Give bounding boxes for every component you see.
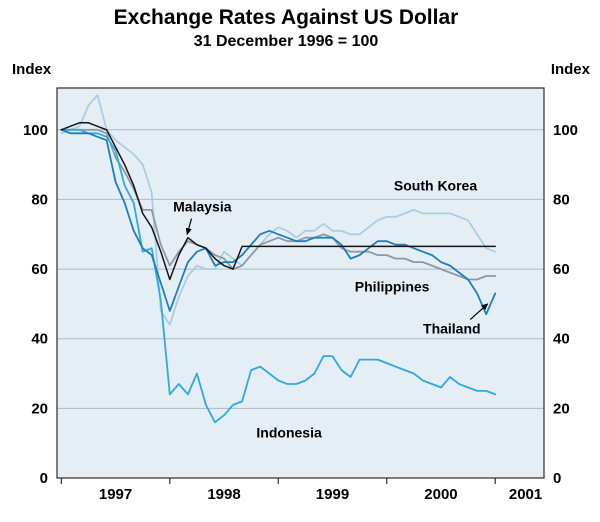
series-label-thailand: Thailand (423, 320, 481, 336)
y-tick-label-right: 0 (553, 470, 561, 487)
series-line-philippines (60, 128, 497, 281)
series-label-malaysia: Malaysia (173, 198, 232, 214)
y-tick-label-right: 20 (553, 400, 570, 417)
y-tick-label-right: 40 (553, 331, 570, 348)
annotation-arrow-thailand (469, 303, 489, 321)
y-tick-label-right: 60 (553, 261, 570, 278)
plot-background (57, 88, 544, 478)
series-line-indonesia (60, 128, 497, 424)
y-tick-label-right: 80 (553, 191, 570, 208)
series-label-philippines: Philippines (355, 278, 430, 294)
annotation-arrow-malaysia (185, 218, 193, 236)
y-axis-unit-left: Index (12, 61, 52, 78)
y-tick-label-left: 40 (31, 331, 48, 348)
y-tick-label-left: 80 (31, 191, 48, 208)
y-tick-label-left: 20 (31, 400, 48, 417)
series-line-thailand (60, 128, 497, 316)
x-tick-label: 2001 (509, 486, 542, 503)
plot-border (56, 87, 545, 479)
series-label-south-korea: South Korea (394, 178, 477, 194)
series-line-malaysia (60, 122, 496, 281)
chart-subtitle: 31 December 1996 = 100 (193, 33, 379, 50)
x-tick-label: 1999 (316, 486, 349, 503)
x-tick-label: 1997 (99, 486, 132, 503)
series-line-south-korea (60, 94, 497, 326)
y-tick-label-left: 0 (40, 470, 48, 487)
chart-title: Exchange Rates Against US Dollar (113, 6, 459, 29)
x-tick-label: 1998 (207, 486, 240, 503)
y-tick-label-left: 60 (31, 261, 48, 278)
series-label-indonesia: Indonesia (256, 425, 322, 441)
y-axis-unit-right: Index (550, 61, 590, 78)
y-tick-label-left: 100 (23, 122, 48, 139)
y-tick-label-right: 100 (553, 122, 578, 139)
x-tick-label: 2000 (424, 486, 457, 503)
